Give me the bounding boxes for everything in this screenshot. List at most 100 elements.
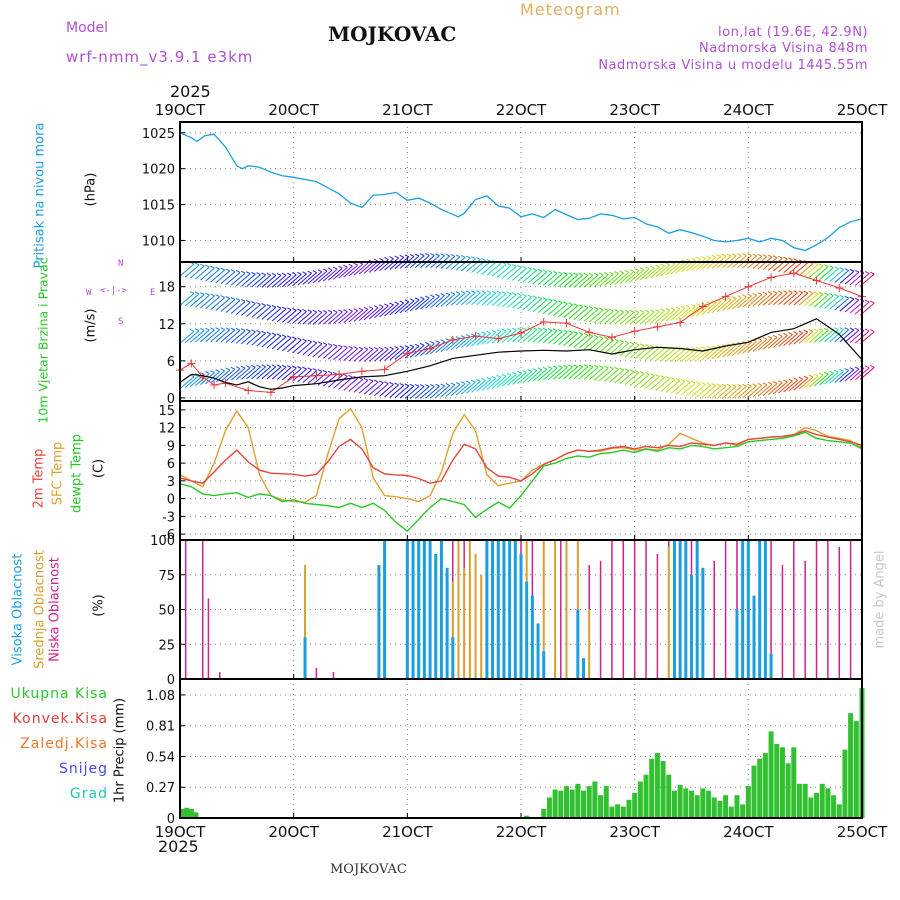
wind-barb (593, 367, 609, 381)
wind-barb (767, 335, 783, 349)
wind-barb (512, 372, 527, 385)
wind-barb-flag (220, 368, 225, 372)
y-tick-label: 1.08 (146, 689, 175, 704)
wind-barb (200, 329, 215, 343)
wind-barb (604, 340, 619, 354)
wind-barb (348, 348, 364, 362)
wind-barb (435, 385, 451, 398)
wind-barb (696, 303, 711, 317)
wind-barb-flag (527, 294, 532, 298)
wind-barb (716, 345, 732, 359)
wind-barb-flag (522, 327, 527, 331)
wind-barb-flag (368, 306, 374, 310)
wind-barb-flag (701, 256, 706, 259)
wind-barb (670, 349, 686, 362)
wind-barb (491, 293, 507, 307)
wind-barb-flag (440, 339, 445, 343)
wind-barb-flag (343, 264, 348, 268)
wind-barb-flag (292, 307, 297, 311)
gust-marker (812, 276, 821, 285)
y-tick-label: -3 (162, 510, 175, 525)
wind-barb (333, 375, 348, 389)
wind-barb (819, 372, 834, 386)
wind-barb (460, 258, 476, 272)
wind-barb-flag (271, 272, 277, 276)
low-cloud-bar (201, 540, 204, 679)
wind-barb (384, 348, 399, 361)
precip-bar (603, 786, 609, 818)
wind-barb (328, 346, 343, 360)
wind-barb-flag (302, 271, 307, 275)
wind-barb (737, 295, 752, 309)
temp2m-series-line (179, 429, 863, 484)
wind-barb (573, 307, 589, 321)
wind-barb (721, 298, 737, 311)
wind-barb (563, 333, 578, 346)
wind-barb-flag (302, 309, 307, 312)
wind-barb (507, 329, 522, 343)
wind-barb-flag (834, 327, 839, 331)
precip-bar (546, 797, 552, 818)
wind-barb (455, 257, 471, 271)
wind-barb (235, 330, 251, 344)
wind-barb (773, 292, 788, 306)
wind-barb (532, 271, 548, 285)
wind-barb-flag (425, 253, 430, 257)
wind-barb-flag (414, 383, 420, 387)
wind-barb (599, 273, 614, 287)
wind-barb (450, 292, 466, 306)
wind-barb-flag (384, 381, 389, 385)
compass-south: S (118, 317, 124, 327)
y-tick-label: 1010 (142, 234, 175, 249)
wind-barb-flag (246, 300, 251, 303)
wind-barb-row (179, 253, 875, 288)
mid-cloud-bar (304, 565, 307, 679)
wind-barb-flag (235, 298, 241, 301)
wind-barb (220, 271, 236, 285)
wind-barb-flag (251, 364, 256, 368)
wind-barb-flag (256, 364, 261, 368)
wind-barb (353, 379, 369, 393)
wind-barb-flag (419, 296, 425, 300)
y-tick-label: 15 (158, 404, 175, 419)
wind-barb-flag (460, 290, 466, 294)
wind-barb-flag (844, 295, 849, 299)
wind-barb-flag (506, 372, 512, 376)
wind-barb-flag (205, 264, 210, 268)
wind-barb (813, 329, 829, 343)
wind-barb-flag (394, 346, 399, 350)
wind-barb-flag (317, 368, 323, 372)
mid-cloud-bar (480, 574, 483, 679)
precip-bar (785, 763, 791, 818)
wind-barb (317, 345, 333, 358)
precip-bar (179, 808, 185, 818)
wind-barb-flag (327, 309, 333, 313)
wind-barb (808, 374, 824, 388)
wind-barb (660, 263, 676, 277)
wind-barb-flag (558, 328, 563, 332)
wind-barb-flag (634, 342, 640, 346)
wind-barb (629, 373, 645, 386)
wind-barb (445, 338, 461, 351)
wind-barb (558, 274, 573, 288)
wind-barb-flag (629, 269, 635, 272)
wind-barb (588, 274, 604, 288)
wind-barb-flag (353, 308, 358, 312)
wind-barb-flag (588, 272, 594, 276)
wind-barb-flag (803, 329, 809, 333)
wind-barb-flag (824, 327, 829, 331)
wind-barb (829, 296, 844, 310)
wind-barb (808, 265, 824, 279)
wind-barb (665, 348, 681, 362)
wind-barb-flag (598, 272, 604, 276)
wind-barb-flag (312, 340, 317, 344)
wind-barb-flag (286, 272, 292, 276)
wind-barb-flag (194, 262, 200, 266)
wind-barb-flag (389, 302, 394, 306)
wind-barb-flag (343, 309, 348, 313)
wind-barb (251, 305, 266, 318)
wind-barb-flag (752, 383, 757, 387)
gust-marker (698, 302, 707, 311)
y-tick-label: 6 (167, 355, 175, 370)
wind-barb-flag (425, 295, 430, 299)
